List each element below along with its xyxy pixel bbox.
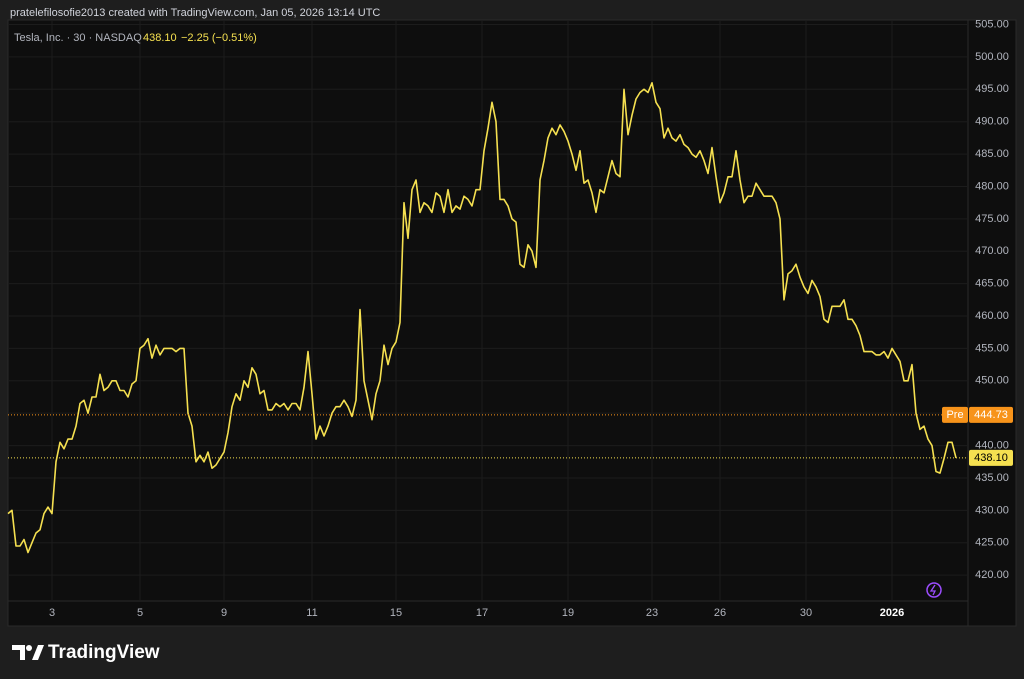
logo-mark (26, 645, 32, 651)
x-tick-label: 26 (714, 607, 726, 619)
last-price: 438.10 (143, 32, 177, 44)
x-tick-label: 17 (476, 607, 488, 619)
x-tick-label: 11 (306, 607, 317, 619)
grid (8, 20, 968, 601)
y-tick-label: 485.00 (975, 148, 1009, 160)
y-tick-label: 430.00 (975, 504, 1009, 516)
icon[interactable] (926, 582, 942, 598)
price-line (7, 82, 957, 554)
y-tick-label: 480.00 (975, 180, 1009, 192)
x-tick-label: 5 (137, 607, 143, 619)
x-tick-label: 15 (390, 607, 402, 619)
x-tick-label: 9 (221, 607, 227, 619)
y-tick-label: 495.00 (975, 83, 1009, 95)
x-tick-label: 2026 (880, 607, 904, 619)
x-tick-label: 3 (49, 607, 55, 619)
y-tick-label: 470.00 (975, 245, 1009, 257)
x-tick-label: 23 (646, 607, 658, 619)
plot (7, 82, 968, 554)
y-tick-label: 455.00 (975, 342, 1009, 354)
y-tick-label: 505.00 (975, 18, 1009, 30)
price-tag (969, 449, 1013, 466)
y-tick-label: 450.00 (975, 375, 1009, 387)
y-tick-label: 425.00 (975, 537, 1009, 549)
pane (7, 19, 1017, 627)
y-tick-label: 435.00 (975, 472, 1009, 484)
logo: TradingView (12, 642, 160, 663)
y-tick-label: 500.00 (975, 51, 1009, 63)
x-tick-label: 30 (800, 607, 812, 619)
logo-mark (12, 645, 25, 660)
x-tick-label: 19 (562, 607, 574, 619)
y-tick-label: 420.00 (975, 569, 1009, 581)
header-text: pratelefilosofie2013 created with Tradin… (10, 7, 380, 19)
y-tick-label: 460.00 (975, 310, 1009, 322)
price-tag-name: Pre (946, 409, 963, 421)
y-tick-label: 465.00 (975, 278, 1009, 290)
logo-mark (32, 645, 44, 660)
symbol: Tesla, Inc. · 30 · NASDAQ (14, 32, 142, 44)
y-tick-label: 475.00 (975, 213, 1009, 225)
axes: 420.00425.00430.00435.00440.00445.00450.… (49, 18, 1013, 619)
change: −2.25 (−0.51%) (181, 32, 257, 44)
price-tag-label: 444.73 (974, 409, 1008, 421)
icon-bolt (929, 584, 937, 596)
y-tick-label: 490.00 (975, 116, 1009, 128)
price-tag-name-box (942, 406, 968, 423)
price-tag-label: 438.10 (974, 452, 1008, 464)
price-tag (969, 406, 1013, 423)
y-tick-label: 440.00 (975, 439, 1009, 451)
brand: TradingView (48, 642, 160, 663)
